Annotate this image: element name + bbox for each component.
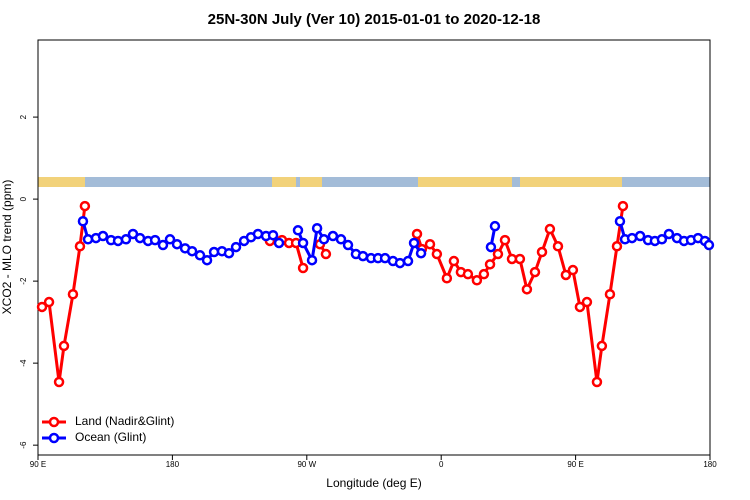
data-point [43, 296, 55, 308]
data-point [74, 241, 86, 252]
data-point [164, 234, 176, 245]
data-point [311, 222, 323, 234]
data-point [342, 239, 354, 251]
chart-title: 25N-30N July (Ver 10) 2015-01-01 to 2020… [208, 11, 541, 28]
data-point [514, 253, 526, 265]
data-point [58, 340, 70, 352]
legend-marker [48, 416, 60, 428]
data-point [604, 288, 616, 300]
data-point [327, 230, 339, 242]
data-point [134, 232, 146, 244]
data-point [567, 264, 579, 276]
data-point [424, 238, 436, 250]
legend-label: Ocean (Glint) [75, 430, 146, 444]
y-axis-label: XCO2 - MLO trend (ppm) [0, 180, 14, 315]
x-tick-label: 90 E [30, 460, 46, 469]
data-point [53, 376, 65, 388]
data-point [77, 216, 89, 227]
data-point [252, 228, 264, 240]
land-ocean-strip [38, 177, 710, 187]
data-point [611, 241, 623, 252]
data-point [273, 237, 285, 249]
data-point [574, 301, 586, 313]
data-point [267, 229, 279, 241]
data-point [36, 301, 48, 313]
data-point [471, 275, 483, 286]
data-point [478, 268, 490, 280]
data-point [489, 220, 501, 232]
data-point [560, 269, 572, 281]
x-tick-label: 90 W [297, 460, 316, 469]
data-point [485, 241, 497, 253]
data-point [462, 268, 474, 280]
data-point [614, 216, 626, 227]
data-point [499, 234, 511, 246]
data-point [536, 246, 548, 258]
data-point [703, 239, 715, 251]
data-point [186, 245, 198, 257]
data-point [335, 234, 347, 245]
x-tick-label: 90 E [567, 460, 583, 469]
data-point [431, 248, 443, 260]
data-point [591, 376, 603, 388]
data-point [448, 255, 460, 267]
x-tick-label: 180 [166, 460, 180, 469]
legend-label: Land (Nadir&Glint) [75, 414, 174, 428]
data-point [357, 250, 369, 262]
data-point [596, 340, 608, 352]
data-point [529, 266, 541, 278]
data-point [552, 241, 564, 252]
data-point [617, 200, 629, 212]
data-point [544, 223, 556, 235]
data-point [120, 234, 132, 245]
x-axis-label: Longitude (deg E) [326, 476, 421, 490]
data-point [157, 239, 169, 251]
data-point [149, 234, 161, 246]
data-point [408, 237, 420, 249]
data-point [297, 237, 309, 249]
data-point [663, 228, 675, 240]
data-point [306, 254, 318, 266]
data-point [230, 241, 242, 253]
y-tick-label: 0 [19, 196, 28, 201]
data-point [67, 288, 79, 300]
data-point [223, 247, 235, 259]
data-point [320, 248, 332, 260]
data-point [201, 254, 213, 266]
data-point [97, 230, 109, 242]
data-point [484, 259, 496, 270]
data-point [411, 228, 423, 240]
data-point [394, 257, 406, 269]
data-point [415, 247, 427, 259]
data-point [626, 232, 638, 244]
data-point [194, 250, 206, 261]
data-point [521, 284, 533, 295]
data-point [402, 255, 414, 267]
data-point [297, 262, 309, 274]
legend-marker [48, 432, 60, 444]
y-tick-label: -2 [19, 277, 28, 285]
data-point [318, 234, 330, 245]
data-point [171, 238, 183, 250]
x-tick-label: 0 [439, 460, 444, 469]
data-point [79, 200, 91, 212]
data-point [581, 296, 593, 308]
y-tick-label: -4 [19, 359, 28, 367]
data-point [292, 225, 304, 236]
y-tick-label: 2 [19, 114, 28, 119]
data-point [492, 248, 504, 260]
x-tick-label: 180 [703, 460, 717, 469]
y-tick-label: -6 [19, 441, 28, 449]
data-point [656, 234, 668, 245]
plot-frame [37, 39, 711, 456]
data-point [82, 234, 94, 245]
data-point [634, 230, 646, 242]
data-point [441, 273, 453, 284]
